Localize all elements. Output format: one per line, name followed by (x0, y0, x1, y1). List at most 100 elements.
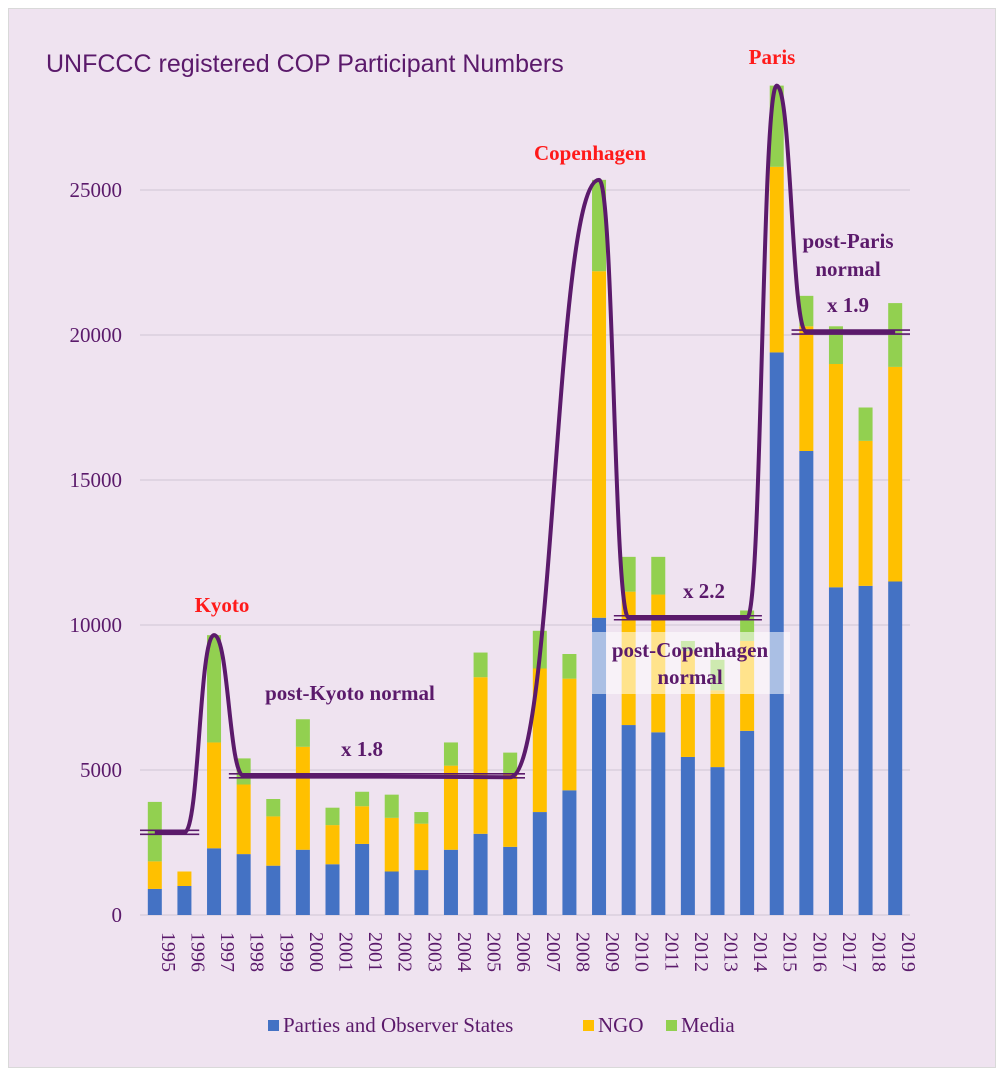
bar-segment (384, 794, 399, 818)
x-tick-label: 2003 (423, 932, 445, 972)
x-tick-label: 2013 (720, 932, 742, 972)
bar-segment (384, 817, 399, 872)
bar-segment (828, 364, 843, 588)
legend-swatch (583, 1020, 594, 1031)
legend-label: Parties and Observer States (283, 1013, 513, 1037)
legend-swatch (268, 1020, 279, 1031)
legend-label: Media (681, 1013, 735, 1037)
bar-segment (414, 823, 429, 871)
bar-segment (532, 668, 547, 813)
bar-segment (503, 774, 518, 847)
x-tick-label: 2009 (601, 932, 623, 972)
bar-segment (799, 451, 814, 915)
bar-segment (532, 812, 547, 915)
bar-segment (236, 784, 251, 855)
bar-segment (562, 790, 577, 915)
x-axis-ticks: 1995 1996 1997 1998 1999 2000 2001 2001 2002 2003… (157, 932, 919, 972)
bar-segment (621, 725, 636, 915)
bar-segment (266, 865, 281, 915)
bar-segment (858, 440, 873, 586)
bar-segment (207, 848, 222, 915)
bar-segment (503, 752, 518, 775)
bar-segment (562, 654, 577, 679)
bar-segment (147, 861, 162, 889)
x-tick-label: 1998 (246, 932, 268, 972)
bar-segment (562, 678, 577, 791)
y-tick-label: 20000 (70, 323, 123, 347)
bars (147, 85, 903, 915)
x-tick-label: 2018 (868, 932, 890, 972)
bar-segment (325, 864, 340, 915)
x-tick-label: 2001 (364, 932, 386, 972)
y-axis-ticks: 0 5000 10000 15000 20000 25000 (70, 178, 123, 927)
bar-segment (147, 888, 162, 915)
label-box (592, 632, 790, 694)
x-tick-label: 2002 (394, 932, 416, 972)
bar-segment (592, 271, 607, 618)
bar-segment (266, 816, 281, 866)
bar-segment (651, 556, 666, 595)
x-tick-label: 2010 (631, 932, 653, 972)
bar-segment (207, 742, 222, 849)
bar-segment (207, 635, 222, 743)
copenhagen-label: Copenhagen (534, 141, 646, 165)
x-tick-label: 2007 (542, 932, 564, 972)
x-tick-label: 1995 (157, 932, 179, 972)
bar-segment (858, 407, 873, 441)
x-tick-label: 2012 (690, 932, 712, 972)
bar-segment (888, 581, 903, 915)
bar-segment (710, 767, 725, 915)
post-kyoto-label: post-Kyoto normal (265, 681, 435, 705)
x-tick-label: 2015 (779, 932, 801, 972)
legend-label: NGO (598, 1013, 644, 1037)
bar-segment (828, 587, 843, 915)
multiplier-label: x 1.8 (341, 737, 383, 761)
bar-segment (443, 765, 458, 850)
bar-segment (473, 677, 488, 834)
bar-segment (355, 791, 370, 807)
x-tick-label: 2016 (808, 932, 830, 972)
bar-segment (473, 833, 488, 915)
paris-label: Paris (749, 45, 796, 69)
x-tick-label: 2011 (660, 932, 682, 971)
bar-segment (680, 756, 695, 915)
bar-segment (177, 871, 192, 886)
bar-segment (384, 871, 399, 915)
x-tick-label: 2000 (305, 932, 327, 972)
y-tick-label: 0 (112, 903, 123, 927)
bar-segment (355, 806, 370, 844)
x-tick-label: 2005 (483, 932, 505, 972)
x-tick-label: 2006 (512, 932, 534, 972)
annotation-labels: Kyoto Copenhagen Paris post-Kyoto normal x 1… (195, 45, 894, 761)
bar-segment (236, 854, 251, 915)
x-tick-label: 2001 (335, 932, 357, 972)
annotation-overlay (140, 83, 910, 836)
chart-title: UNFCCC registered COP Participant Number… (46, 50, 564, 78)
bar-segment (414, 870, 429, 915)
x-tick-label: 2004 (453, 932, 475, 972)
legend: Parties and Observer States NGO Media (268, 1013, 735, 1037)
bar-segment (503, 846, 518, 915)
bar-segment (295, 746, 310, 850)
bar-segment (710, 690, 725, 768)
post-paris-label: post-Paris (803, 229, 894, 253)
bar-segment (414, 812, 429, 824)
y-tick-label: 10000 (70, 613, 123, 637)
bar-segment (888, 366, 903, 582)
bar-segment (266, 799, 281, 817)
y-tick-label: 25000 (70, 178, 123, 202)
bar-segment (592, 179, 607, 272)
bar-segment (443, 742, 458, 766)
bar-segment (799, 326, 814, 451)
trend-curve (154, 83, 896, 835)
x-tick-label: 1999 (275, 932, 297, 972)
bar-segment (295, 719, 310, 747)
bar-segment (799, 295, 814, 327)
gridlines (140, 189, 910, 916)
legend-swatch (666, 1020, 677, 1031)
bar-segment (355, 843, 370, 915)
bar-segment (858, 585, 873, 915)
multiplier-label: x 1.9 (827, 293, 869, 317)
post-copenhagen-label: post-Copenhagen (612, 638, 769, 662)
